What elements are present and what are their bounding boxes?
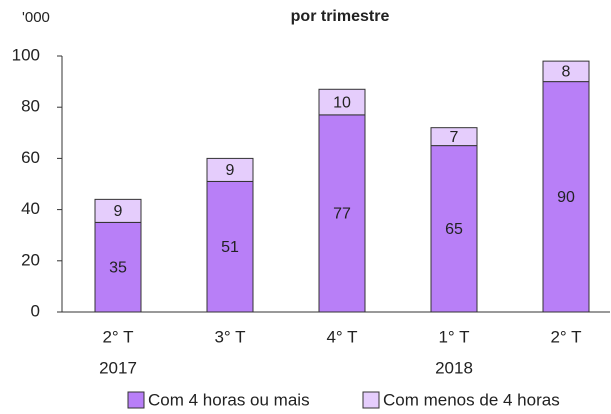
bar-segment: [430, 145, 478, 313]
y-unit-label: '000: [22, 9, 50, 26]
chart-title: por trimestre: [291, 8, 390, 25]
x-group-label: 2017: [99, 358, 137, 377]
y-tick-label: 40: [21, 199, 40, 218]
y-tick-label: 20: [21, 250, 40, 269]
legend-swatch: [127, 391, 145, 409]
bar-segment: [542, 60, 590, 83]
x-tick-label: 2° T: [102, 327, 133, 346]
legend-label: Com menos de 4 horas: [383, 390, 560, 409]
x-tick-label: 2° T: [550, 327, 581, 346]
value-label: 10: [333, 94, 351, 111]
x-group-label: 2018: [435, 358, 473, 377]
value-label: 7: [450, 129, 459, 146]
bar-segment: [94, 198, 142, 223]
value-label: 9: [226, 162, 235, 179]
bar-segment: [430, 127, 478, 147]
legend-label: Com 4 horas ou mais: [148, 390, 310, 409]
value-label: 51: [221, 239, 239, 256]
bar-segment: [206, 180, 254, 313]
bar-segment: [318, 88, 366, 116]
x-tick-label: 3° T: [214, 327, 245, 346]
bar-segment: [206, 157, 254, 182]
legend-swatch: [362, 391, 380, 409]
value-label: 35: [109, 259, 127, 276]
value-label: 65: [445, 221, 463, 238]
bar-segment: [542, 81, 590, 313]
y-tick-label: 0: [31, 301, 40, 320]
x-tick-label: 1° T: [438, 327, 469, 346]
value-label: 90: [557, 189, 575, 206]
value-label: 9: [114, 203, 123, 220]
y-tick-label: 100: [12, 45, 40, 64]
y-tick-label: 60: [21, 148, 40, 167]
value-label: 77: [333, 206, 351, 223]
bar-segment: [318, 114, 366, 313]
y-tick-label: 80: [21, 97, 40, 116]
value-label: 8: [562, 64, 571, 81]
x-tick-label: 4° T: [326, 327, 357, 346]
